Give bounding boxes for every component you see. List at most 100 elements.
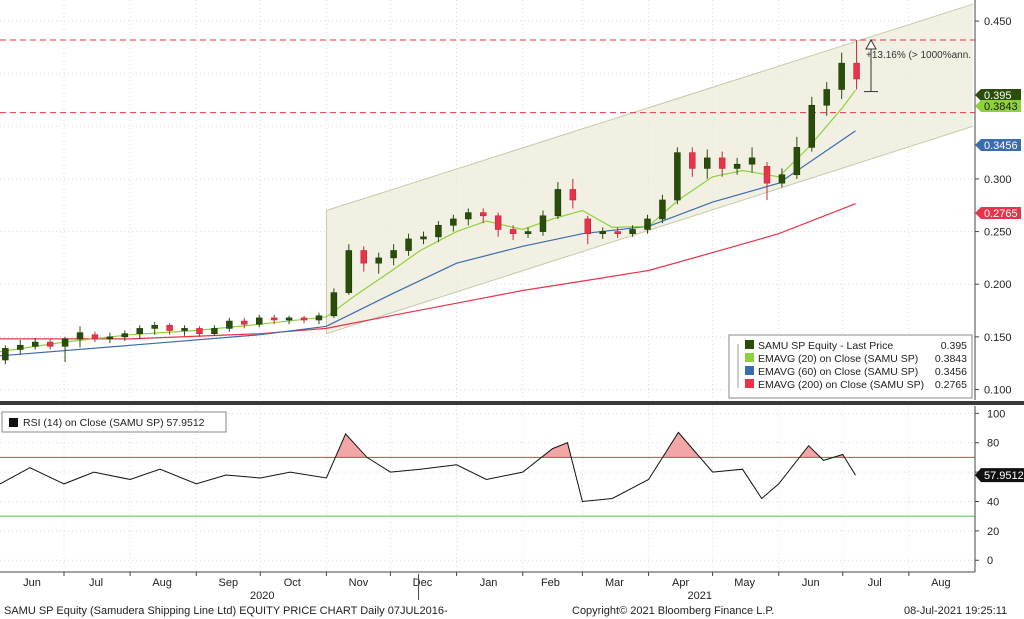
candle-body xyxy=(509,229,517,234)
price-legend-label: EMAVG (200) on Close (SAMU SP) xyxy=(758,379,924,391)
price-axis-tick-label: 0.150 xyxy=(984,332,1012,344)
x-axis-month-label: Feb xyxy=(541,577,560,589)
footer-description: SAMU SP Equity (Samudera Shipping Line L… xyxy=(4,605,448,617)
candle-body xyxy=(390,250,397,259)
candle-body xyxy=(420,236,427,240)
x-axis-month-label: Aug xyxy=(152,577,172,589)
x-axis-month-label: May xyxy=(734,577,755,589)
price-legend-swatch xyxy=(745,379,754,388)
candle-body xyxy=(465,212,472,220)
x-axis-year-label: 2020 xyxy=(250,590,274,602)
price-legend-label: EMAVG (20) on Close (SAMU SP) xyxy=(758,353,918,365)
rsi-legend-label: RSI (14) on Close (SAMU SP) 57.9512 xyxy=(23,417,205,429)
price-legend-swatch xyxy=(745,353,754,362)
candle-body xyxy=(211,328,218,334)
candle-body xyxy=(196,328,203,334)
candle-body xyxy=(435,224,442,238)
last-price-value-label: 0.395 xyxy=(984,90,1012,102)
chart-canvas: +13.16% (> 1000%ann. 0.100 0.150 0.200 0.250… xyxy=(0,0,1024,603)
rsi-legend-box xyxy=(1,411,227,433)
candle-body xyxy=(450,218,457,226)
candle-body xyxy=(17,344,24,350)
candle-body xyxy=(494,215,502,230)
candle-body xyxy=(31,341,39,347)
x-axis-month-label: Jul xyxy=(868,577,882,589)
candle-body xyxy=(315,315,323,321)
candle-body xyxy=(285,317,293,321)
x-axis-month-label: Apr xyxy=(672,577,689,589)
ema200-value-label-box xyxy=(975,207,1021,219)
rsi-axis-tick-label: 40 xyxy=(987,496,999,508)
trend-channel-lower-line xyxy=(326,125,974,335)
price-legend-swatch xyxy=(745,340,754,349)
candle-body xyxy=(569,189,577,201)
candle-body xyxy=(300,317,308,321)
price-legend-value: 0.3456 xyxy=(935,366,967,378)
x-axis-month-label: Jan xyxy=(480,577,498,589)
candle-body xyxy=(659,199,666,220)
x-axis-month-label: Mar xyxy=(605,577,624,589)
ema60-value-label-box xyxy=(975,139,1021,151)
candle-body xyxy=(76,332,84,340)
price-axis-tick-label: 0.200 xyxy=(984,279,1012,291)
rsi-line xyxy=(0,431,856,503)
candle-body xyxy=(46,341,54,347)
candle-body xyxy=(151,324,158,329)
candle-body xyxy=(629,229,636,234)
footer-copyright: Copyright© 2021 Bloomberg Finance L.P. xyxy=(572,605,775,617)
price-legend-box xyxy=(728,334,973,399)
x-axis-month-label: Aug xyxy=(931,577,951,589)
price-legend-swatch xyxy=(745,366,754,375)
last-price-value-label-box xyxy=(975,89,1021,101)
candle-body xyxy=(345,250,353,293)
candle-body xyxy=(241,320,248,325)
candle-body xyxy=(405,238,412,251)
candle-body xyxy=(2,348,9,361)
candle-body xyxy=(748,157,756,165)
price-axis-tick-label: 0.250 xyxy=(984,227,1012,239)
price-legend: SAMU SP Equity - Last Price 0.395 EMAVG (2… xyxy=(728,334,973,399)
price-legend-value: 0.2765 xyxy=(935,379,967,391)
candle-body xyxy=(689,152,696,169)
candle-body xyxy=(360,250,367,264)
price-axis-tick-label: 0.100 xyxy=(984,384,1012,396)
candle-body xyxy=(674,152,681,201)
candle-body xyxy=(61,338,69,347)
annotation-arrow-head xyxy=(865,38,877,50)
x-axis-month-label: Sep xyxy=(218,577,238,589)
x-axis-year-label: 2021 xyxy=(688,590,712,602)
candle-body xyxy=(763,166,771,184)
rsi-axis-tick-label: 100 xyxy=(987,408,1005,420)
ema20-value-label: 0.3843 xyxy=(984,101,1018,113)
candle-body xyxy=(599,231,606,234)
candle-body xyxy=(733,163,741,169)
candle-body xyxy=(166,324,173,331)
candle-body xyxy=(823,89,830,106)
trend-channel xyxy=(326,4,973,334)
rsi-axis-tick-label: 80 xyxy=(987,438,999,450)
rsi-value-label: 57.9512 xyxy=(984,470,1024,482)
x-axis-month-label: Jul xyxy=(89,577,103,589)
candle-body xyxy=(330,292,338,317)
ema60-line xyxy=(0,130,856,357)
candle-body xyxy=(181,328,188,331)
ema20-value-label-box xyxy=(975,100,1021,112)
candle-body xyxy=(584,218,592,234)
candle-body xyxy=(614,231,621,234)
ema200-line xyxy=(0,203,856,340)
candle-body xyxy=(375,257,382,264)
candle-body xyxy=(539,215,547,232)
candle-body xyxy=(255,317,263,325)
candle-body xyxy=(718,157,726,169)
candle-body xyxy=(554,189,562,217)
candle-body xyxy=(106,336,114,340)
candle-body xyxy=(136,328,143,334)
rsi-value-label-box xyxy=(975,468,1024,483)
price-axis-tick-label: 0.450 xyxy=(984,16,1012,28)
ema200-value-label: 0.2765 xyxy=(984,208,1018,220)
price-legend-label: SAMU SP Equity - Last Price xyxy=(758,340,893,352)
x-axis-month-label: Oct xyxy=(284,577,301,589)
candle-body xyxy=(808,104,816,148)
price-legend-value: 0.3843 xyxy=(935,353,967,365)
